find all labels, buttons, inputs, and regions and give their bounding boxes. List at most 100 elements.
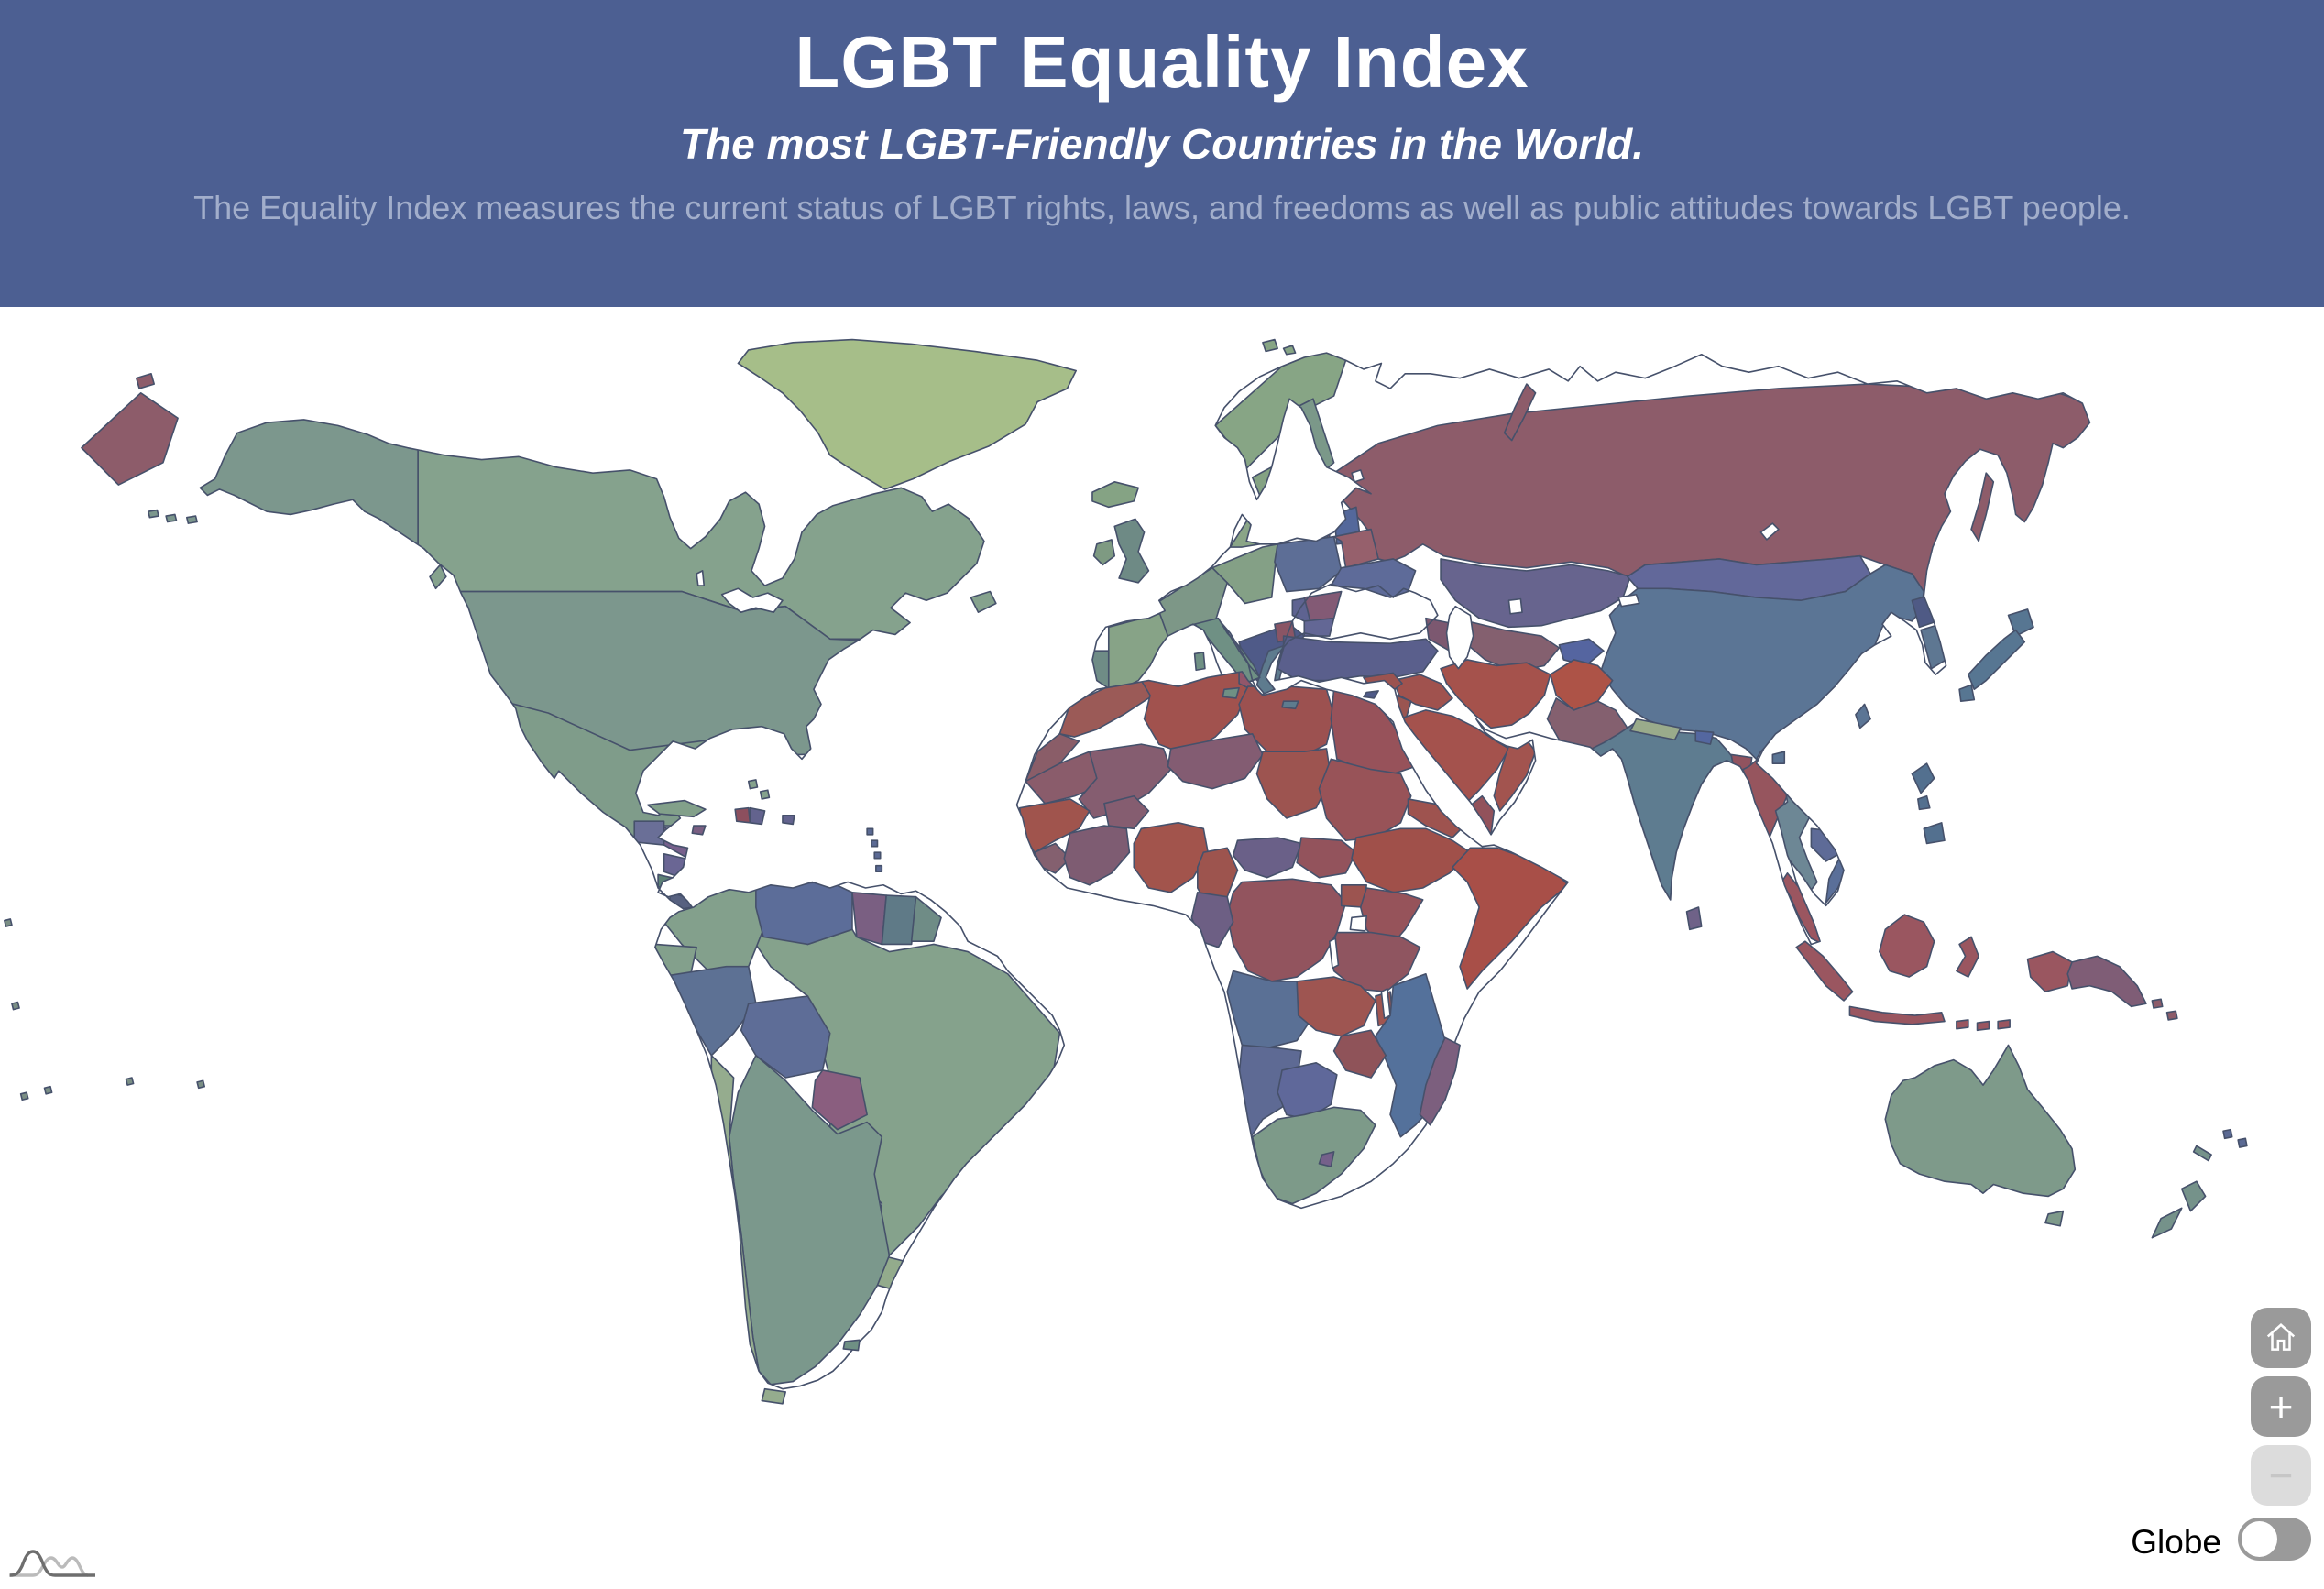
globe-toggle[interactable] [2238, 1518, 2311, 1561]
region-pacific-dots [4, 918, 206, 1101]
region-japan-hokkaido[interactable] [2007, 608, 2034, 637]
region-taiwan[interactable] [1855, 703, 1871, 729]
region-uk[interactable] [1113, 518, 1150, 584]
region-cuba[interactable] [646, 799, 707, 818]
region-bahamas[interactable] [747, 779, 771, 800]
region-ireland[interactable] [1092, 539, 1116, 566]
header-banner: LGBT Equality Index The most LGBT-Friend… [0, 0, 2324, 307]
region-finland[interactable] [1294, 398, 1335, 474]
region-dominican[interactable] [749, 806, 766, 826]
region-tasmania[interactable] [2044, 1210, 2065, 1227]
region-cambodia[interactable] [1810, 827, 1848, 862]
region-philippines[interactable] [1911, 762, 1946, 845]
region-antilles[interactable] [866, 827, 883, 873]
region-niger[interactable] [1167, 732, 1264, 790]
region-cyprus[interactable] [1363, 690, 1379, 699]
region-indonesia-java[interactable] [1848, 1005, 1946, 1025]
region-paraguay[interactable] [811, 1069, 868, 1131]
region-nicaragua[interactable] [663, 852, 692, 881]
region-bolivia[interactable] [740, 995, 831, 1079]
region-australia[interactable] [1884, 1044, 2077, 1198]
region-lesotho[interactable] [1318, 1151, 1335, 1167]
region-indonesia-sumatra[interactable] [1795, 940, 1854, 1002]
region-haiti[interactable] [734, 806, 751, 824]
region-zambia[interactable] [1296, 976, 1376, 1037]
region-centralasia[interactable] [1463, 620, 1561, 673]
region-drc[interactable] [1226, 878, 1347, 982]
region-car[interactable] [1232, 837, 1302, 879]
region-suriname[interactable] [881, 894, 917, 946]
region-nepal[interactable] [1629, 718, 1682, 741]
region-wrangel[interactable] [135, 372, 156, 389]
region-turkey[interactable] [1277, 635, 1439, 682]
region-falklands[interactable] [842, 1339, 861, 1352]
region-frguiana[interactable] [910, 895, 942, 943]
region-ivorycoast[interactable] [1063, 825, 1131, 886]
region-hainan[interactable] [1771, 751, 1786, 764]
region-poland[interactable] [1274, 535, 1343, 593]
region-nigeria[interactable] [1133, 822, 1209, 893]
region-png[interactable] [2066, 955, 2147, 1008]
region-guatemala[interactable] [633, 820, 665, 846]
region-sicily[interactable] [1222, 686, 1240, 699]
region-indonesia-borneo[interactable] [1878, 914, 1935, 978]
region-guyana[interactable] [851, 892, 887, 946]
region-sardinia[interactable] [1193, 652, 1206, 672]
region-solomon[interactable] [2151, 998, 2178, 1021]
home-button[interactable] [2251, 1308, 2311, 1368]
region-chukotka[interactable] [81, 391, 179, 486]
region-greenland[interactable] [737, 338, 1078, 490]
region-crete[interactable] [1281, 700, 1299, 710]
region-madagascar[interactable] [1419, 1036, 1461, 1126]
page-subtitle: The most LGBT-Friendly Countries in the … [679, 120, 1645, 168]
region-newfoundland[interactable] [970, 590, 997, 613]
region-japan-kyushu[interactable] [1958, 684, 1976, 703]
zoom-in-button[interactable]: + [2251, 1376, 2311, 1437]
world-map[interactable] [0, 307, 2324, 1589]
region-morocco[interactable] [1058, 679, 1155, 738]
region-newcaledonia[interactable] [2192, 1145, 2212, 1162]
region-germany[interactable] [1211, 542, 1278, 605]
region-bhutan[interactable] [1694, 729, 1715, 745]
region-tierradelfuego[interactable] [761, 1387, 787, 1405]
region-indonesia-sulawesi[interactable] [1956, 936, 1979, 978]
region-iran[interactable] [1440, 659, 1551, 729]
region-oman[interactable] [1493, 739, 1537, 812]
region-iceland[interactable] [1091, 481, 1139, 509]
region-india[interactable] [1584, 721, 1741, 901]
zoom-out-button[interactable]: − [2251, 1445, 2311, 1506]
region-indonesia-papua[interactable] [2026, 950, 2073, 993]
region-sudan[interactable] [1318, 758, 1412, 842]
region-angola[interactable] [1226, 970, 1318, 1049]
region-newzealand-north[interactable] [2180, 1180, 2207, 1212]
region-ethiopia[interactable] [1351, 827, 1472, 893]
region-laos[interactable] [1801, 772, 1842, 824]
region-srilanka[interactable] [1685, 906, 1703, 931]
region-afghanistan[interactable] [1549, 659, 1614, 711]
region-ukraine[interactable] [1330, 558, 1417, 598]
region-portugal[interactable] [1090, 650, 1110, 691]
region-jamaica[interactable] [691, 825, 707, 836]
region-indonesia-lessersunda[interactable] [1956, 1019, 2011, 1032]
region-alaska[interactable] [118, 367, 419, 575]
region-venezuela[interactable] [755, 882, 853, 946]
region-vancouverisland[interactable] [429, 564, 447, 590]
lakes [696, 469, 1780, 1020]
region-zimbabwe[interactable] [1332, 1029, 1387, 1079]
region-chad[interactable] [1255, 748, 1332, 819]
region-kyrgyz[interactable] [1558, 638, 1605, 667]
region-burkina[interactable] [1103, 794, 1150, 830]
region-congogabon[interactable] [1190, 892, 1234, 948]
region-sakhalin[interactable] [1970, 472, 1995, 542]
region-belarus[interactable] [1332, 528, 1379, 569]
region-newzealand-south[interactable] [2151, 1207, 2183, 1239]
region-novayazemlya[interactable] [1503, 383, 1537, 442]
region-svalbard[interactable] [1262, 338, 1297, 356]
region-somalia[interactable] [1452, 847, 1569, 990]
region-fiji[interactable] [2222, 1128, 2248, 1148]
region-bulgaria[interactable] [1303, 617, 1335, 637]
region-japan-honshu[interactable] [1968, 629, 2026, 691]
region-kazakhstan[interactable] [1440, 558, 1631, 629]
region-puertorico[interactable] [782, 814, 795, 826]
region-southsudan[interactable] [1296, 837, 1357, 879]
